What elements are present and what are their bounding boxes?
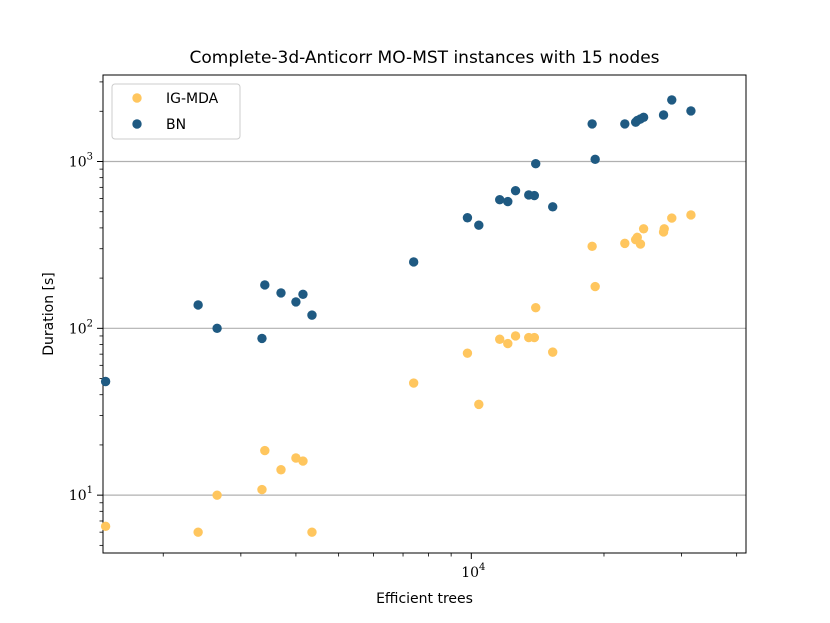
data-point-ig-mda	[193, 527, 203, 537]
data-point-ig-mda	[212, 490, 222, 500]
series-ig-mda	[100, 210, 696, 537]
data-point-bn	[291, 297, 301, 307]
data-point-bn	[495, 195, 505, 205]
data-point-bn	[212, 323, 222, 334]
chart-title: Complete-3d-Anticorr MO-MST instances wi…	[189, 48, 659, 68]
data-point-ig-mda	[510, 331, 521, 341]
data-point-bn	[587, 119, 597, 129]
data-point-ig-mda	[257, 484, 267, 495]
data-point-bn	[638, 112, 649, 123]
data-point-bn	[510, 186, 521, 196]
data-point-bn	[667, 95, 677, 105]
data-point-bn	[620, 119, 630, 129]
legend: IG-MDA BN	[111, 83, 241, 140]
data-point-ig-mda	[100, 521, 111, 532]
x-tick-label: 104	[461, 562, 485, 581]
y-tick-label: 103	[69, 152, 93, 171]
y-tick-label: 101	[69, 485, 93, 504]
data-point-bn	[276, 288, 286, 298]
data-point-bn	[260, 280, 270, 290]
data-point-bn	[100, 376, 111, 387]
data-point-ig-mda	[503, 338, 513, 349]
data-point-ig-mda	[548, 347, 558, 357]
data-point-ig-mda	[408, 378, 419, 388]
data-points	[100, 95, 696, 537]
data-point-bn	[193, 300, 203, 310]
data-point-ig-mda	[620, 238, 630, 249]
plot-frame	[102, 74, 747, 554]
data-point-bn	[531, 159, 541, 169]
data-point-ig-mda	[462, 348, 473, 358]
data-point-ig-mda	[495, 334, 505, 344]
data-point-ig-mda	[474, 399, 484, 410]
data-point-bn	[590, 154, 600, 165]
data-point-ig-mda	[531, 302, 541, 313]
data-point-bn	[548, 202, 558, 212]
data-point-bn	[658, 110, 669, 120]
data-point-ig-mda	[659, 224, 669, 234]
data-point-bn	[503, 196, 513, 207]
data-point-ig-mda	[638, 224, 649, 234]
data-point-bn	[298, 289, 308, 299]
data-point-ig-mda	[587, 241, 597, 252]
data-point-ig-mda	[590, 281, 600, 292]
data-point-bn	[474, 220, 484, 230]
legend-label-bn: BN	[166, 117, 186, 133]
data-point-ig-mda	[307, 527, 317, 537]
series-bn	[100, 95, 696, 387]
legend-box	[111, 83, 241, 140]
legend-marker-bn	[132, 119, 142, 129]
data-point-ig-mda	[667, 213, 677, 223]
data-point-ig-mda	[635, 239, 646, 249]
data-point-ig-mda	[260, 445, 270, 456]
data-point-bn	[408, 257, 419, 267]
data-point-ig-mda	[291, 453, 301, 463]
data-point-bn	[257, 333, 267, 344]
legend-marker-ig-mda	[132, 93, 142, 103]
grid-lines	[103, 160, 746, 496]
data-point-bn	[686, 106, 696, 116]
data-point-ig-mda	[276, 465, 286, 475]
y-tick-label: 102	[69, 318, 93, 337]
data-point-bn	[529, 190, 540, 201]
data-point-ig-mda	[298, 456, 308, 466]
data-point-ig-mda	[686, 210, 696, 220]
data-point-ig-mda	[529, 332, 540, 343]
data-point-bn	[462, 213, 473, 223]
legend-label-ig-mda: IG-MDA	[166, 91, 219, 107]
data-point-bn	[307, 310, 317, 320]
x-axis-label: Efficient trees	[376, 591, 473, 607]
y-axis-label: Duration [s]	[41, 272, 57, 355]
axis-ticks: 101 102 103 104	[69, 81, 738, 581]
